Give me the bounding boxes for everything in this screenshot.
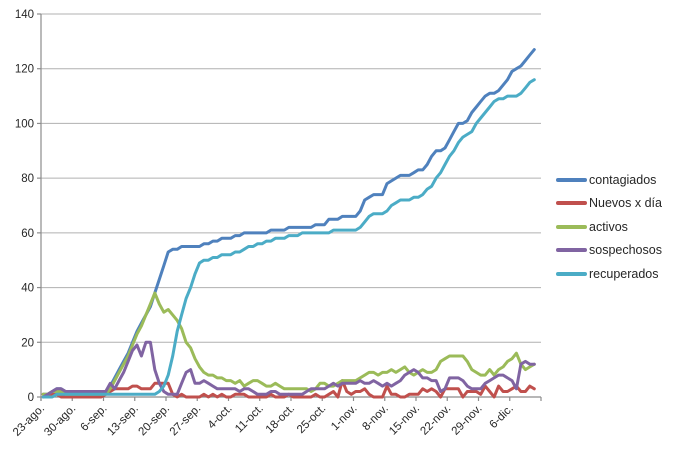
x-tick-label: 30-ago. (42, 403, 78, 439)
x-tick-label: 23-ago. (11, 403, 47, 439)
legend-label: contagiados (589, 172, 657, 187)
legend-label: activos (589, 219, 628, 234)
recuperados-line-swatch (556, 271, 587, 276)
chart-legend: contagiados Nuevos x día activos sospech… (556, 172, 662, 290)
legend-item-nuevos-x-dia[interactable]: Nuevos x día (556, 196, 662, 211)
x-tick-label: 29-nov. (450, 403, 485, 438)
y-tick-label: 20 (21, 337, 34, 349)
x-tick-label: 6-dic. (487, 403, 515, 431)
y-tick-label: 100 (15, 118, 34, 130)
y-tick-label: 80 (21, 173, 34, 185)
y-tick-label: 140 (15, 9, 34, 21)
y-tick-label: 120 (15, 64, 34, 76)
sospechosos-line-swatch (556, 248, 587, 252)
series-line-sospechosos[interactable] (41, 340, 536, 399)
legend-label: sospechosos (589, 243, 662, 257)
x-tick-label: 22-nov. (418, 403, 453, 438)
x-tick-label: 8-nov. (360, 403, 390, 433)
legend-label: recuperados (589, 266, 659, 281)
legend-label: Nuevos x día (589, 196, 662, 210)
x-tick-label: 25-oct. (295, 403, 328, 436)
y-tick-label: 40 (21, 283, 34, 295)
contagiados-line-swatch (556, 177, 587, 182)
y-tick-label: 0 (28, 392, 34, 404)
x-tick-label: 13-sep. (105, 403, 141, 439)
nuevos-x-dia-line-swatch (556, 201, 587, 205)
activos-line-swatch (556, 224, 587, 229)
x-tick-label: 18-oct. (264, 403, 297, 436)
series-line-activos[interactable] (41, 291, 536, 396)
legend-item-sospechosos[interactable]: sospechosos (556, 243, 662, 258)
x-tick-label: 27-sep. (168, 403, 204, 439)
legend-item-contagiados[interactable]: contagiados (556, 172, 662, 187)
series-line-recuperados[interactable] (41, 78, 536, 399)
y-tick-label: 60 (21, 228, 34, 240)
x-tick-label: 1-nov. (329, 403, 359, 433)
legend-item-activos[interactable]: activos (556, 219, 662, 234)
x-tick-label: 4-oct. (206, 403, 235, 432)
x-tick-label: 11-oct. (233, 403, 266, 436)
x-tick-label: 20-sep. (137, 403, 173, 439)
legend-item-recuperados[interactable]: recuperados (556, 266, 662, 281)
x-tick-label: 15-nov. (387, 403, 422, 438)
